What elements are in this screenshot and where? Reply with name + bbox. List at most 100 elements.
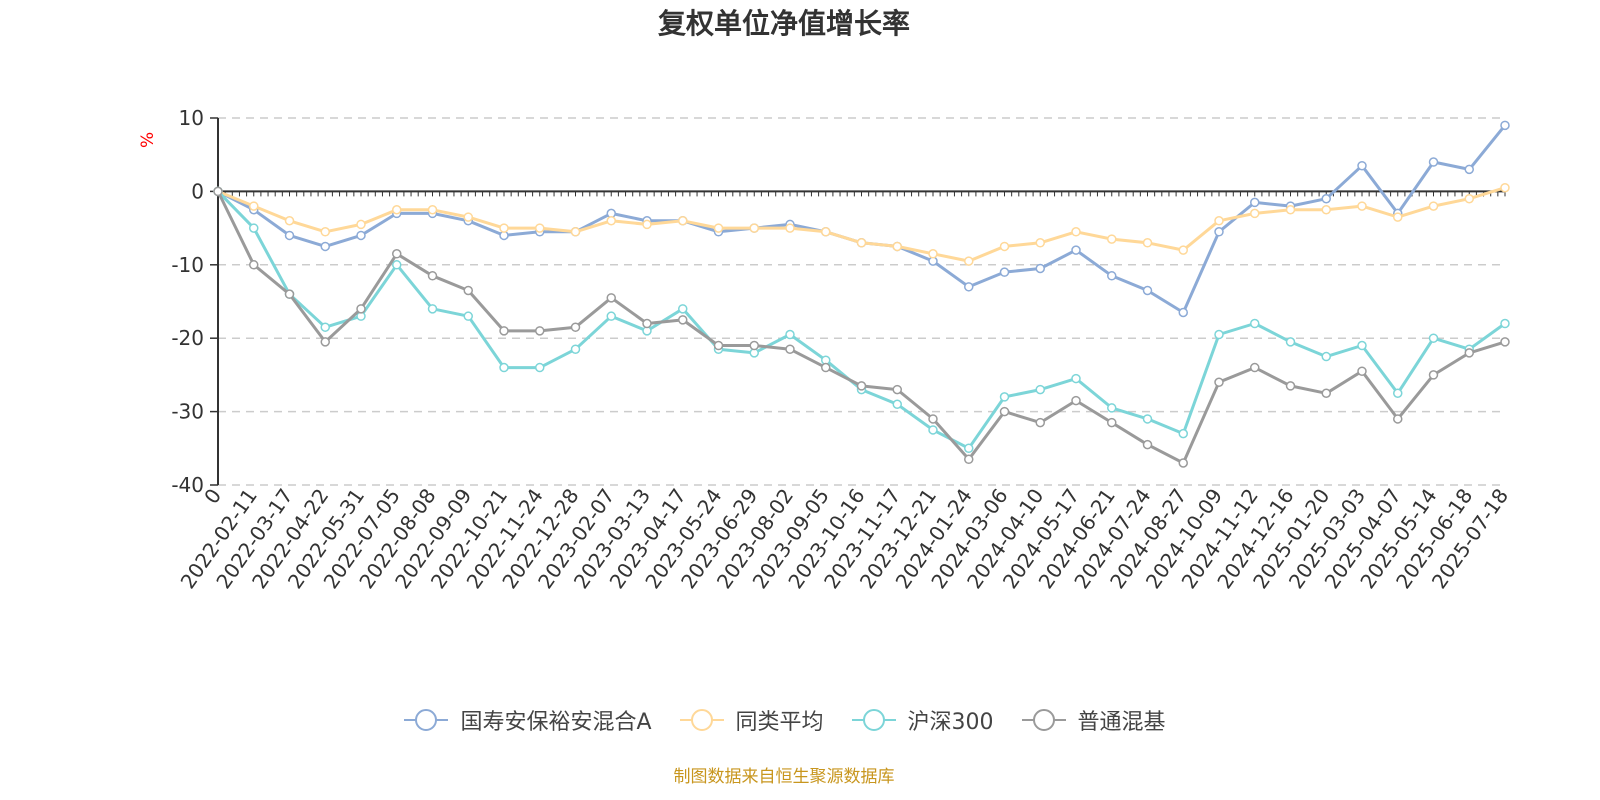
data-point (928, 249, 938, 259)
y-tick-label: -20 (171, 326, 204, 350)
data-point (1214, 377, 1224, 387)
data-point (1107, 234, 1117, 244)
series-line (217, 186, 1506, 263)
data-point (1071, 395, 1081, 406)
data-point (427, 205, 438, 215)
data-point (678, 216, 688, 226)
data-point (856, 238, 867, 248)
data-point (284, 289, 295, 299)
legend-line-circle-icon (679, 709, 724, 731)
data-point (892, 384, 902, 395)
data-point (499, 223, 509, 233)
legend-item-0[interactable]: 国寿安保裕安混合A (402, 704, 652, 736)
y-tick-label: -30 (171, 400, 204, 424)
data-point (499, 326, 509, 336)
legend-label: 沪深300 (907, 710, 994, 735)
chart-title: 复权单位净值增长率 (657, 7, 910, 40)
data-point (249, 201, 259, 211)
data-point (964, 282, 974, 292)
data-point (892, 241, 902, 252)
data-point (1285, 381, 1296, 391)
x-tick-label: 0 (199, 484, 226, 508)
legend-line-circle-icon (1021, 709, 1066, 731)
data-point (284, 216, 295, 226)
data-point (392, 260, 402, 270)
data-point (535, 362, 545, 373)
data-point (1500, 337, 1510, 347)
data-point (999, 241, 1010, 252)
data-point (1035, 263, 1045, 274)
legend-label: 同类平均 (735, 710, 824, 735)
data-point (821, 227, 831, 237)
data-point (249, 260, 259, 270)
data-point (1107, 271, 1117, 281)
data-point (427, 304, 438, 314)
data-point (606, 311, 616, 321)
data-point (1250, 197, 1260, 208)
data-point (1500, 120, 1510, 131)
data-point (1178, 428, 1188, 439)
data-point (785, 344, 795, 354)
data-point (392, 205, 402, 215)
data-point (678, 315, 688, 325)
data-point (1035, 238, 1045, 248)
data-point (1250, 318, 1260, 329)
data-point (1142, 285, 1153, 296)
data-point (392, 249, 402, 259)
data-point (749, 340, 759, 351)
legend-item-1[interactable]: 同类平均 (678, 704, 824, 736)
series-2 (213, 186, 1510, 454)
series-0 (213, 120, 1510, 318)
data-point (1214, 216, 1224, 226)
data-point (1464, 193, 1474, 204)
data-point (1428, 201, 1439, 211)
legend-line-circle-icon (851, 709, 896, 731)
y-ticks: 10 0 -10 -20 -30 -40 (171, 106, 218, 497)
data-point (999, 406, 1010, 417)
data-point (1321, 193, 1331, 204)
data-point (1393, 414, 1403, 424)
data-point (427, 271, 438, 281)
data-point (999, 267, 1010, 277)
data-point (749, 223, 759, 233)
grid-lines (218, 117, 1505, 486)
data-point (320, 337, 330, 347)
legend-item-2[interactable]: 沪深300 (850, 704, 994, 736)
data-point (678, 304, 688, 314)
data-point (320, 322, 330, 332)
data-point (1428, 370, 1439, 380)
data-point (1393, 388, 1403, 398)
data-point (606, 216, 616, 226)
data-point (1214, 329, 1224, 340)
data-point (463, 212, 473, 222)
data-point (463, 285, 473, 296)
data-point (1178, 458, 1188, 468)
data-point (1428, 333, 1439, 343)
series-line (216, 190, 1506, 450)
series-line (216, 190, 1506, 465)
data-point (535, 326, 545, 336)
data-point (964, 454, 974, 465)
data-point (785, 329, 795, 340)
data-point (284, 230, 295, 241)
data-point (1321, 388, 1331, 398)
x-ticks: 02022-02-112022-03-172022-04-222022-05-3… (176, 484, 1514, 593)
data-point (535, 223, 545, 233)
legend-label: 国寿安保裕安混合A (460, 710, 652, 735)
data-point (1285, 337, 1296, 347)
data-point (1035, 417, 1045, 428)
data-point (1464, 164, 1474, 175)
data-point (1464, 348, 1474, 358)
data-point (320, 227, 330, 237)
data-point (1428, 157, 1439, 167)
data-point (356, 219, 366, 230)
y-tick-label: -40 (171, 473, 204, 497)
data-point (1321, 205, 1331, 215)
y-tick-label: 0 (191, 179, 204, 203)
data-point (356, 304, 366, 314)
data-point (1357, 366, 1367, 376)
data-point (1071, 227, 1081, 237)
legend-item-3[interactable]: 普通混基 (1020, 704, 1166, 736)
data-point (1035, 384, 1045, 395)
